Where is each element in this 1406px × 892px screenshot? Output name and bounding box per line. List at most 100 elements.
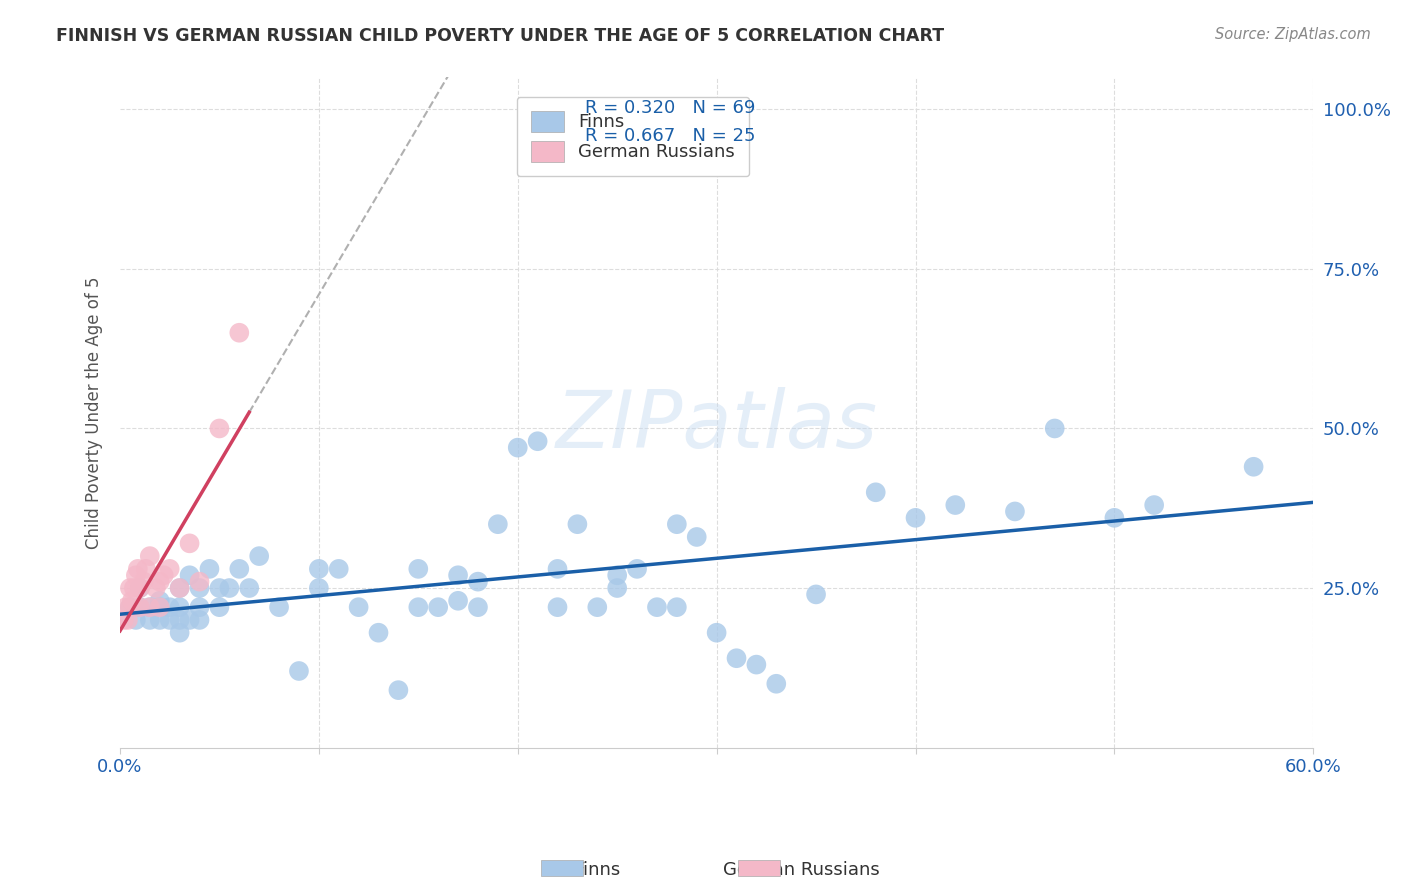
Point (347, 600, 370, 615)
Point (169, 625, 191, 640)
Point (586, 600, 609, 615)
Point (1243, 459, 1265, 474)
Text: R = 0.667   N = 25: R = 0.667 N = 25 (585, 128, 756, 145)
Point (308, 562, 330, 576)
Point (139, 549, 162, 563)
Point (408, 562, 430, 576)
Point (547, 600, 569, 615)
Point (127, 562, 149, 576)
Text: German Russians: German Russians (723, 861, 880, 879)
Point (121, 594, 143, 608)
Point (408, 600, 430, 615)
Point (447, 568, 470, 582)
Point (128, 600, 150, 615)
Point (125, 568, 148, 582)
Point (139, 600, 162, 615)
Point (904, 511, 927, 525)
Point (665, 517, 688, 532)
Point (198, 562, 221, 576)
Point (218, 581, 240, 595)
Point (159, 600, 181, 615)
Point (1104, 511, 1126, 525)
Point (238, 581, 260, 595)
Point (132, 574, 155, 589)
Point (1004, 504, 1026, 518)
Point (804, 587, 827, 601)
Point (288, 664, 311, 678)
Point (328, 562, 350, 576)
Point (169, 581, 191, 595)
Point (122, 581, 145, 595)
Point (467, 574, 489, 589)
Point (149, 594, 172, 608)
Point (169, 581, 191, 595)
Point (152, 568, 174, 582)
Point (117, 613, 139, 627)
Point (606, 568, 628, 582)
Text: R = 0.320   N = 69: R = 0.320 N = 69 (585, 99, 756, 117)
Point (169, 600, 191, 615)
Point (745, 657, 768, 672)
Point (706, 625, 728, 640)
Point (267, 600, 290, 615)
Point (149, 600, 172, 615)
Point (125, 613, 148, 627)
Point (865, 485, 887, 500)
Point (208, 581, 231, 595)
Point (112, 613, 135, 627)
Point (159, 613, 181, 627)
Text: FINNISH VS GERMAN RUSSIAN CHILD POVERTY UNDER THE AGE OF 5 CORRELATION CHART: FINNISH VS GERMAN RUSSIAN CHILD POVERTY … (56, 27, 945, 45)
Point (1043, 421, 1066, 435)
Point (188, 574, 211, 589)
Point (387, 683, 409, 698)
Point (247, 549, 270, 563)
Point (486, 517, 509, 532)
Point (188, 581, 211, 595)
Point (169, 613, 191, 627)
Point (228, 326, 250, 340)
Point (135, 562, 157, 576)
Point (765, 677, 787, 691)
Point (115, 600, 138, 615)
Point (665, 600, 688, 615)
Point (118, 600, 141, 615)
Point (179, 613, 201, 627)
Point (567, 517, 589, 532)
Text: Finns: Finns (575, 861, 620, 879)
Point (128, 600, 150, 615)
Point (725, 651, 748, 665)
Point (208, 421, 231, 435)
Point (308, 581, 330, 595)
Point (118, 600, 141, 615)
Point (228, 562, 250, 576)
Point (149, 600, 172, 615)
Point (179, 568, 201, 582)
Text: Source: ZipAtlas.com: Source: ZipAtlas.com (1215, 27, 1371, 42)
Point (606, 581, 628, 595)
Y-axis label: Child Poverty Under the Age of 5: Child Poverty Under the Age of 5 (86, 277, 103, 549)
Point (139, 613, 162, 627)
Point (128, 581, 150, 595)
Legend: Finns, German Russians: Finns, German Russians (517, 96, 749, 176)
Point (128, 581, 150, 595)
Point (145, 581, 167, 595)
Text: ZIPatlas: ZIPatlas (555, 387, 877, 465)
Point (367, 625, 389, 640)
Point (626, 562, 648, 576)
Point (467, 600, 489, 615)
Point (149, 613, 172, 627)
Point (506, 441, 529, 455)
Point (139, 600, 162, 615)
Point (188, 613, 211, 627)
Point (427, 600, 450, 615)
Point (208, 600, 231, 615)
Point (686, 530, 709, 544)
Point (526, 434, 548, 449)
Point (547, 562, 569, 576)
Point (645, 600, 668, 615)
Point (118, 581, 141, 595)
Point (188, 600, 211, 615)
Point (159, 562, 181, 576)
Point (943, 498, 966, 512)
Point (1143, 498, 1166, 512)
